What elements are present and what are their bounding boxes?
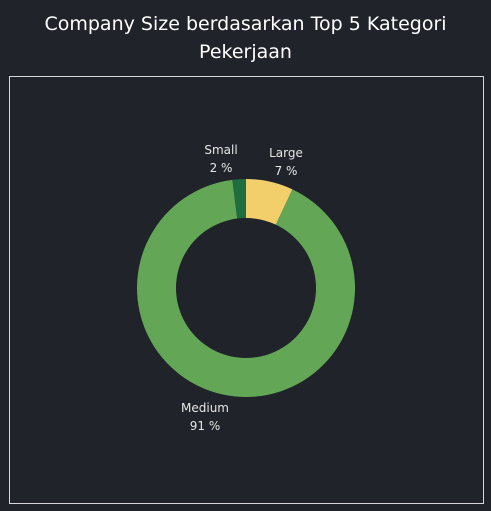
slice-label-medium: Medium xyxy=(181,401,229,415)
chart-title-line-1: Company Size berdasarkan Top 5 Kategori xyxy=(44,13,447,35)
slice-label-small: Small xyxy=(204,143,237,157)
slice-large[interactable] xyxy=(246,179,293,225)
chart-panel xyxy=(9,76,484,504)
chart-title: Company Size berdasarkan Top 5 Kategori … xyxy=(0,10,491,66)
slice-value-medium: 91 % xyxy=(190,419,221,433)
slice-medium[interactable] xyxy=(136,179,355,397)
slice-label-large: Large xyxy=(269,146,303,160)
chart-title-line-2: Pekerjaan xyxy=(199,41,292,63)
donut-slices xyxy=(136,179,355,397)
slice-value-small: 2 % xyxy=(210,161,233,175)
slice-small[interactable] xyxy=(232,179,246,219)
donut-labels: Large 7 % Medium 91 % Small 2 % xyxy=(181,143,303,433)
slice-value-large: 7 % xyxy=(275,164,298,178)
